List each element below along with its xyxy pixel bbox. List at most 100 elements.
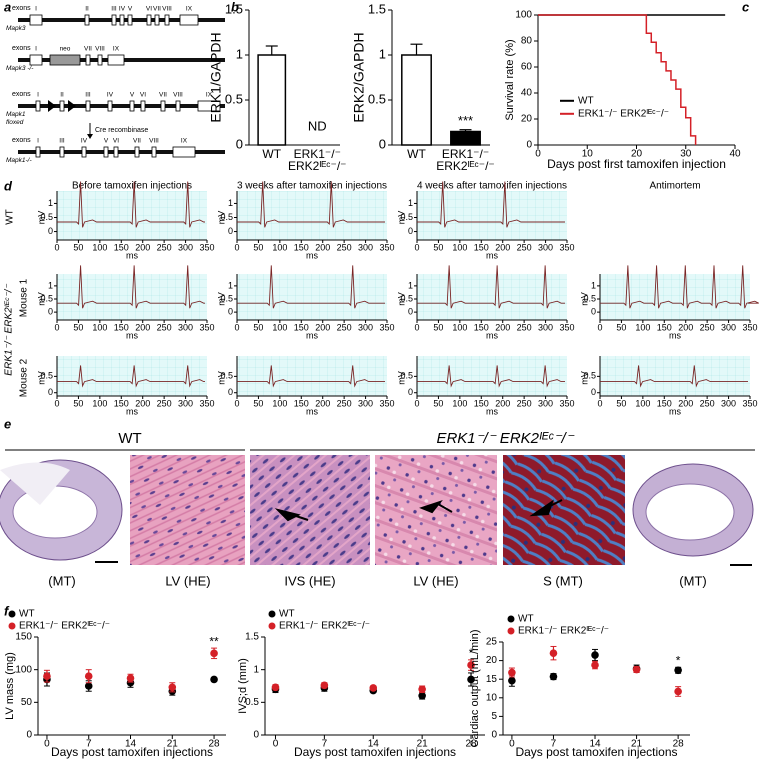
ecg-trace	[237, 265, 385, 309]
exon	[85, 100, 91, 112]
x-tick-label: 250	[517, 322, 532, 332]
x-tick-label: 200	[135, 322, 150, 332]
x-tick-label: 0	[234, 322, 239, 332]
y-tick-label: 1.5	[368, 1, 386, 16]
y-tick-label: 0.5	[245, 697, 259, 708]
y-tick-label: 1	[228, 198, 233, 208]
x-tick-label: 100	[272, 398, 287, 408]
y-tick-label: 0.5	[40, 293, 53, 303]
x-tick-label: 200	[678, 398, 693, 408]
ecg-trace	[417, 265, 565, 309]
exon-caption: exons	[12, 5, 31, 12]
x-tick-label: 50	[73, 322, 83, 332]
y-axis-label: mV	[216, 371, 226, 385]
image-caption: LV (HE)	[165, 573, 210, 588]
y-tick-label: 1	[228, 280, 233, 290]
x-tick-label: 100	[452, 322, 467, 332]
exon	[175, 100, 181, 112]
he-image	[250, 455, 370, 565]
y-tick-label: 20	[521, 114, 533, 125]
y-tick-label: 0.5	[40, 212, 53, 222]
data-point	[271, 683, 280, 692]
exon	[127, 14, 133, 26]
x-tick-label: ERK1⁻/⁻ ERK2ᴵᴱᶜ⁻/⁻	[287, 148, 347, 173]
mt-image	[503, 455, 625, 565]
x-tick-label: 350	[559, 398, 574, 408]
exon-label: VI	[113, 138, 119, 145]
x-tick-label: 150	[294, 398, 309, 408]
x-tick-label: 0	[414, 322, 419, 332]
exon	[146, 14, 152, 26]
y-axis-label: Survival rate (%)	[504, 39, 516, 120]
legend-label: ERK1⁻/⁻ ERK2ᴵᴱᶜ⁻/⁻	[518, 626, 609, 637]
ecg-grid	[237, 356, 387, 396]
column-title: 4 weeks after tamoxifen injections	[417, 181, 567, 192]
y-tick-label: 0.5	[220, 371, 233, 381]
x-tick-label: 100	[452, 242, 467, 252]
gene-name: Mapk3 -/-	[6, 65, 34, 72]
legend-swatch	[8, 622, 16, 630]
exon	[119, 14, 125, 26]
y-tick-label: 0	[379, 136, 386, 151]
ecg-grid	[237, 191, 387, 240]
y-tick-label: 0	[48, 307, 53, 317]
label-box: WT	[262, 148, 281, 160]
exon-label: IX	[181, 138, 188, 145]
x-tick-label: 350	[379, 322, 394, 332]
x-tick-label: 250	[157, 242, 172, 252]
bar	[401, 54, 432, 146]
y-tick-label: 0.5	[583, 293, 596, 303]
ecg-trace	[57, 265, 205, 309]
significance: *	[676, 653, 681, 667]
x-tick-label: 150	[474, 242, 489, 252]
x-tick-label: 200	[495, 322, 510, 332]
y-tick-label: 0.5	[400, 212, 413, 222]
y-tick-label: 1	[379, 46, 386, 61]
x-tick-label: 7	[86, 739, 92, 750]
exon	[160, 100, 166, 112]
legend-label: ERK1⁻/⁻ ERK2ᴵᴱᶜ⁻/⁻	[578, 108, 669, 119]
x-tick-label: 50	[433, 398, 443, 408]
x-tick-label: 150	[294, 242, 309, 252]
exon-label: III	[85, 92, 91, 99]
ecg-trace	[600, 265, 759, 309]
exon	[151, 146, 157, 158]
data-point	[369, 684, 378, 692]
image-caption: S (MT)	[543, 573, 583, 588]
exon-label: IX	[113, 46, 120, 53]
x-tick-label: 250	[700, 398, 715, 408]
x-tick-label: 150	[114, 242, 129, 252]
y-tick-label: 0	[591, 387, 596, 397]
legend-swatch	[268, 622, 276, 630]
legend-swatch	[268, 610, 276, 618]
x-tick-label: 250	[517, 398, 532, 408]
x-tick-label: 300	[538, 322, 553, 332]
bar	[450, 130, 481, 146]
x-tick-label: 150	[114, 322, 129, 332]
y-axis-label: mV	[36, 211, 46, 225]
exon	[81, 146, 87, 158]
arrowhead	[274, 508, 309, 522]
y-tick-label: 0.5	[400, 293, 413, 303]
x-tick-label: 250	[517, 242, 532, 252]
panel-label: e	[4, 416, 11, 431]
exon	[35, 146, 41, 158]
arrowhead	[419, 499, 453, 514]
x-axis-label: Days post tamoxifen injections	[515, 745, 677, 759]
x-tick-label: 0	[597, 398, 602, 408]
bar-label: ***	[458, 113, 473, 128]
exon-caption: exons	[12, 137, 31, 144]
y-tick-label: 0	[228, 226, 233, 236]
y-axis-label: ERK1/GAPDH	[208, 32, 224, 122]
exon-label: VII	[153, 6, 161, 13]
exon	[59, 146, 65, 158]
exon	[164, 14, 170, 26]
row-label: Mouse 1	[19, 278, 30, 317]
x-tick-label: 300	[178, 398, 193, 408]
data-point	[418, 685, 426, 694]
legend-label: ERK1⁻/⁻ ERK2ᴵᴱᶜ⁻/⁻	[279, 621, 370, 632]
exon	[154, 14, 160, 26]
data-point	[591, 651, 599, 659]
y-axis-label: IVS;d (mm)	[237, 658, 249, 714]
